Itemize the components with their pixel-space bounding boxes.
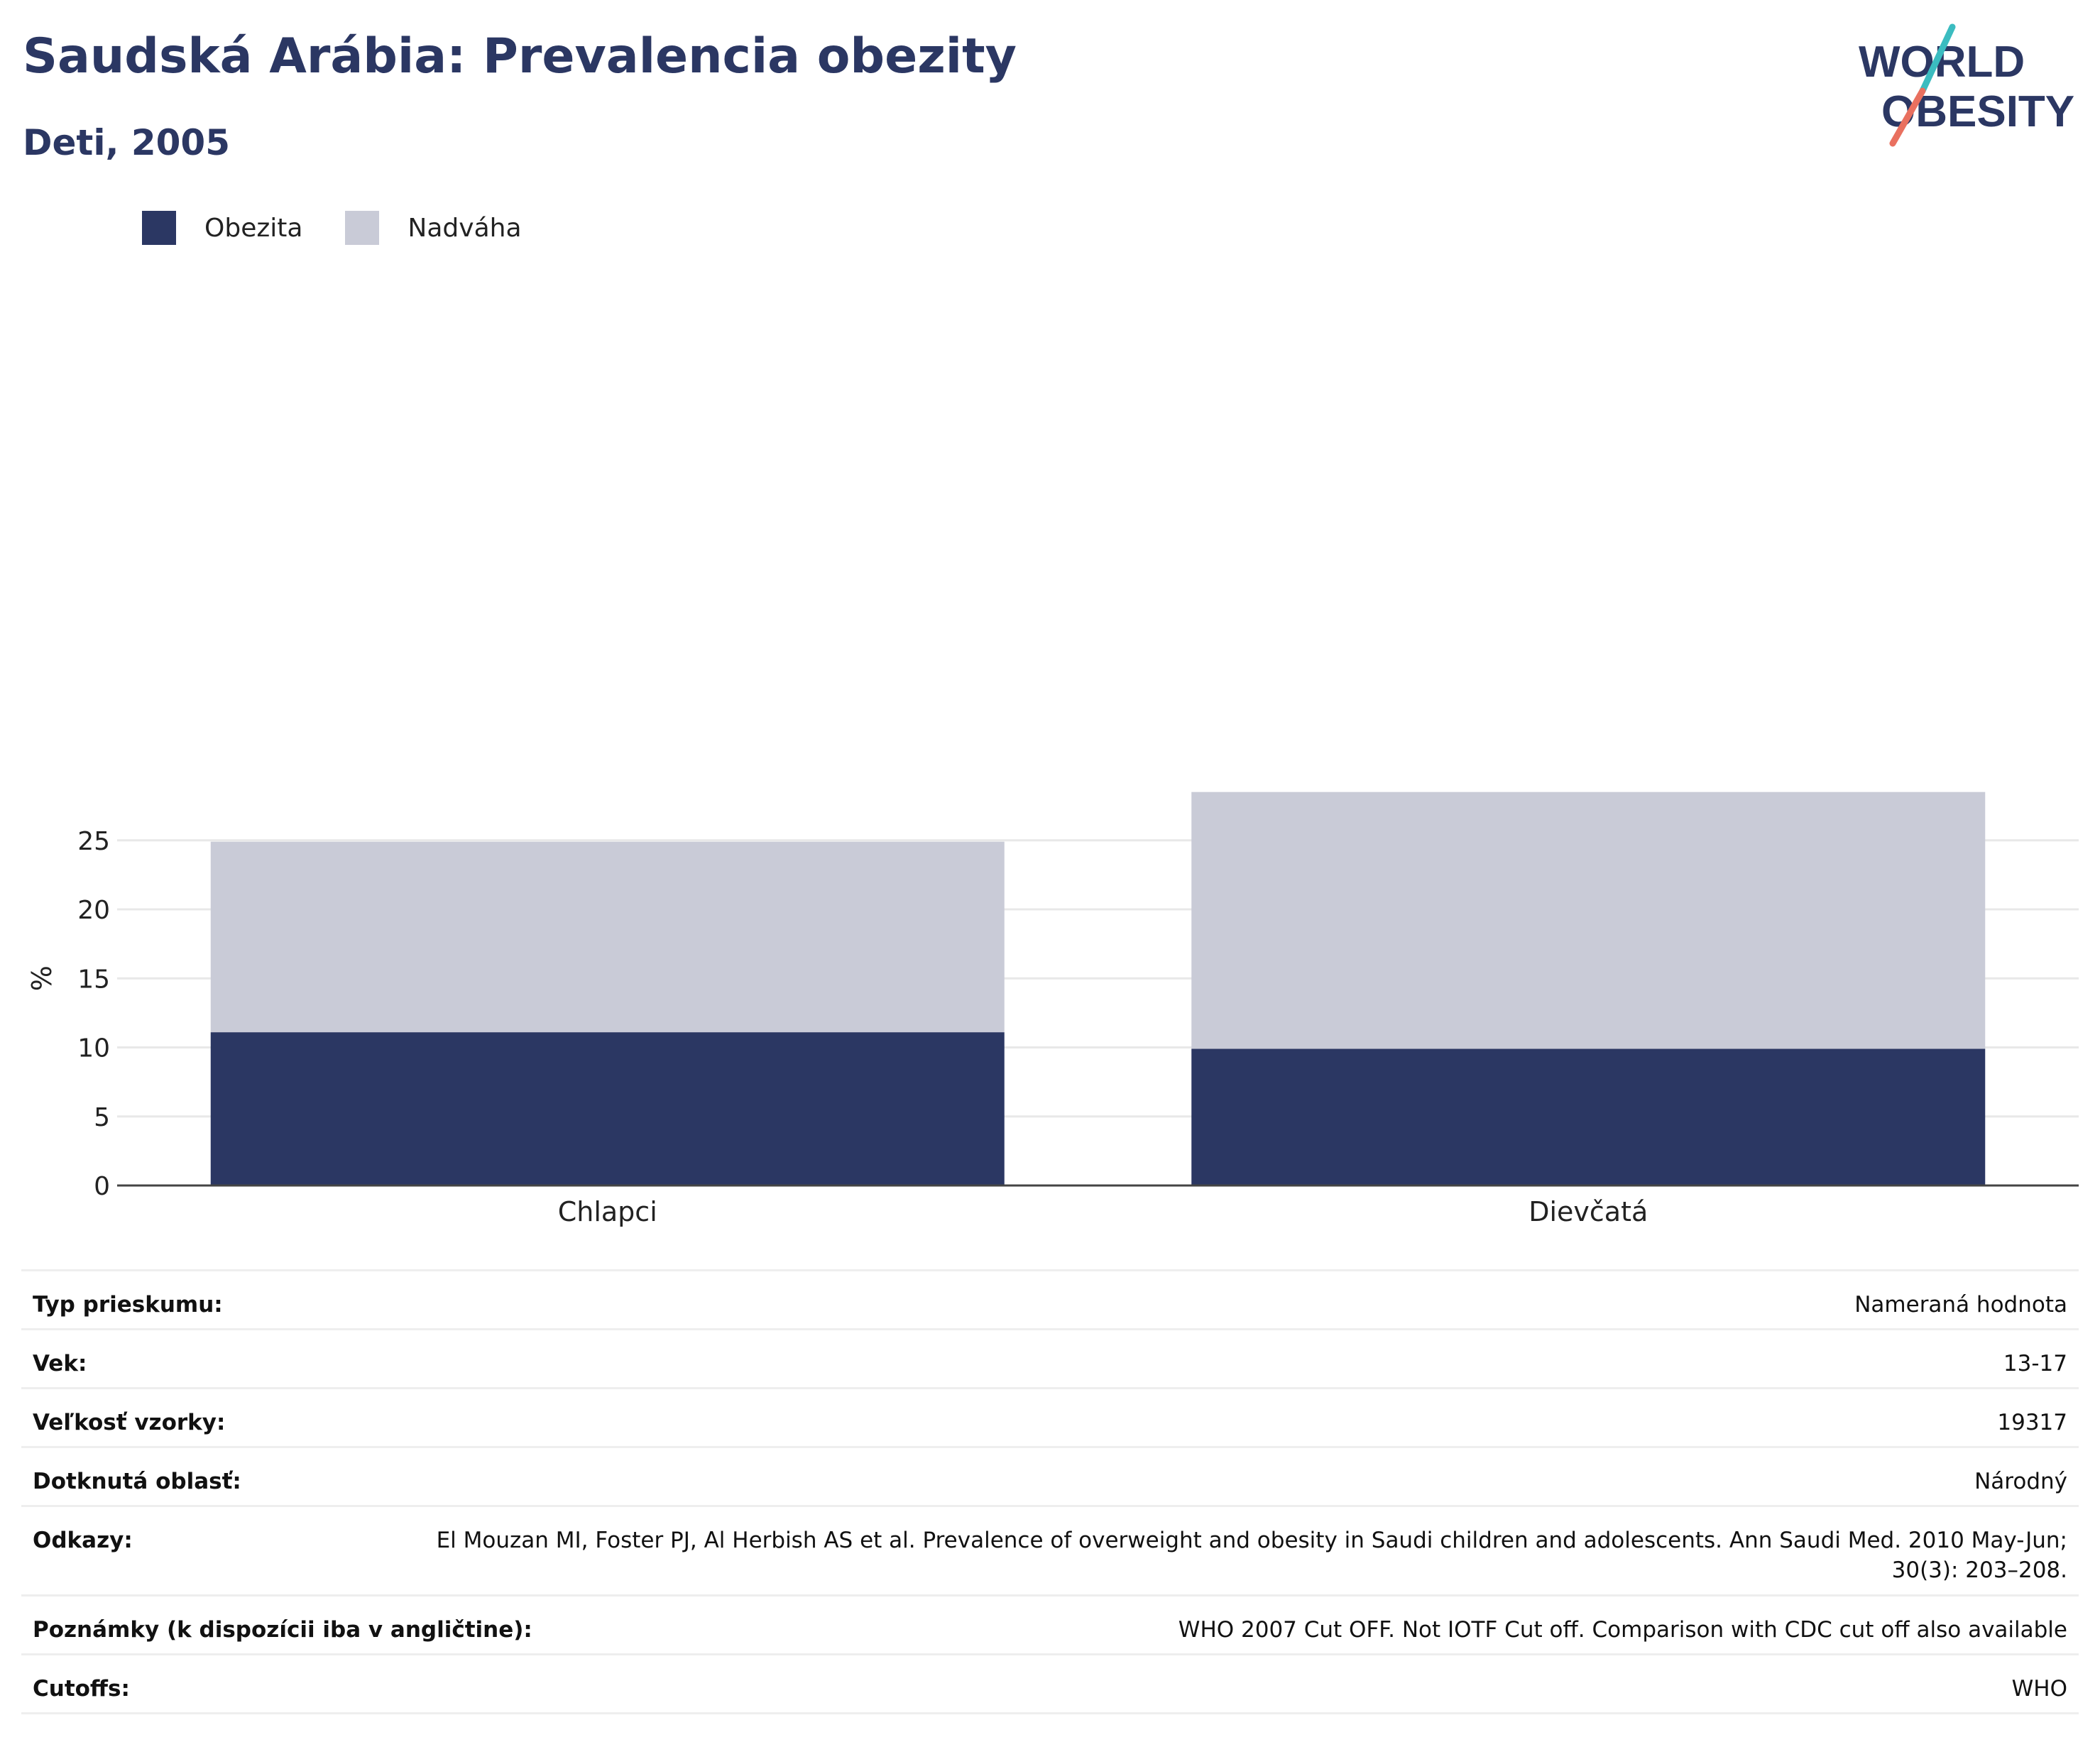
legend-swatch-nadvaha — [345, 211, 380, 245]
legend-item-obezita: Obezita — [142, 211, 302, 245]
info-label: Dotknutá oblasť: — [33, 1469, 241, 1494]
logo-slash-top-icon — [1919, 23, 1956, 94]
info-value: WHO 2007 Cut OFF. Not IOTF Cut off. Comp… — [1178, 1617, 2067, 1643]
bar-nadváha-2 — [1191, 792, 1986, 1049]
logo-slash-bottom-icon — [1889, 87, 1926, 147]
info-row-area: Dotknutá oblasť: Národný — [21, 1448, 2079, 1507]
info-value: WHO — [2011, 1676, 2067, 1702]
legend-label-obezita: Obezita — [204, 213, 303, 243]
x-tick-label: Chlapci — [558, 1196, 657, 1227]
y-tick-label: 0 — [94, 1172, 110, 1201]
info-label: Veľkosť vzorky: — [33, 1410, 226, 1435]
info-row-sample-size: Veľkosť vzorky: 19317 — [21, 1389, 2079, 1448]
y-tick-label: 25 — [77, 827, 110, 856]
info-row-notes: Poznámky (k dispozícii iba v angličtine)… — [21, 1597, 2079, 1655]
y-tick-label: 20 — [77, 896, 110, 925]
page-title: Saudská Arábia: Prevalencia obezity — [23, 28, 1017, 84]
survey-info-table: Typ prieskumu: Nameraná hodnota Vek: 13-… — [21, 1269, 2079, 1714]
info-value: Národný — [1974, 1469, 2067, 1494]
y-tick-label: 10 — [77, 1034, 110, 1063]
bar-obezita-2 — [1191, 1048, 1986, 1185]
info-row-age: Vek: 13-17 — [21, 1330, 2079, 1389]
info-row-cutoffs: Cutoffs: WHO — [21, 1655, 2079, 1714]
info-value: El Mouzan MI, Foster PJ, Al Herbish AS e… — [436, 1528, 2067, 1583]
legend-item-nadvaha: Nadváha — [345, 211, 522, 245]
info-label: Odkazy: — [33, 1528, 133, 1553]
y-tick-label: 5 — [94, 1103, 110, 1132]
info-row-references: Odkazy: El Mouzan MI, Foster PJ, Al Herb… — [21, 1507, 2079, 1597]
info-row-survey-type: Typ prieskumu: Nameraná hodnota — [21, 1271, 2079, 1330]
y-tick-label: 15 — [77, 965, 110, 994]
info-value: 19317 — [1997, 1410, 2067, 1435]
info-label: Vek: — [33, 1351, 87, 1376]
info-value: 13-17 — [2003, 1351, 2067, 1376]
info-label: Cutoffs: — [33, 1676, 130, 1702]
x-tick-label: Dievčatá — [1528, 1196, 1648, 1227]
chart-legend: Obezita Nadváha — [142, 210, 564, 246]
bar-nadváha-1 — [210, 841, 1005, 1033]
stacked-bar-chart: 0 5 10 15 20 25% Chlapci Dievčatá — [26, 792, 2079, 1227]
info-label: Typ prieskumu: — [33, 1292, 223, 1318]
y-axis-label: % — [26, 965, 58, 991]
info-label: Poznámky (k dispozícii iba v angličtine)… — [33, 1617, 532, 1643]
world-obesity-logo: WORLD OBESITY — [1859, 23, 2074, 147]
legend-swatch-obezita — [142, 211, 176, 245]
legend-label-nadvaha: Nadváha — [408, 213, 522, 243]
info-value: Nameraná hodnota — [1854, 1292, 2067, 1318]
page-subtitle: Deti, 2005 — [23, 122, 231, 163]
bar-obezita-1 — [210, 1032, 1005, 1185]
